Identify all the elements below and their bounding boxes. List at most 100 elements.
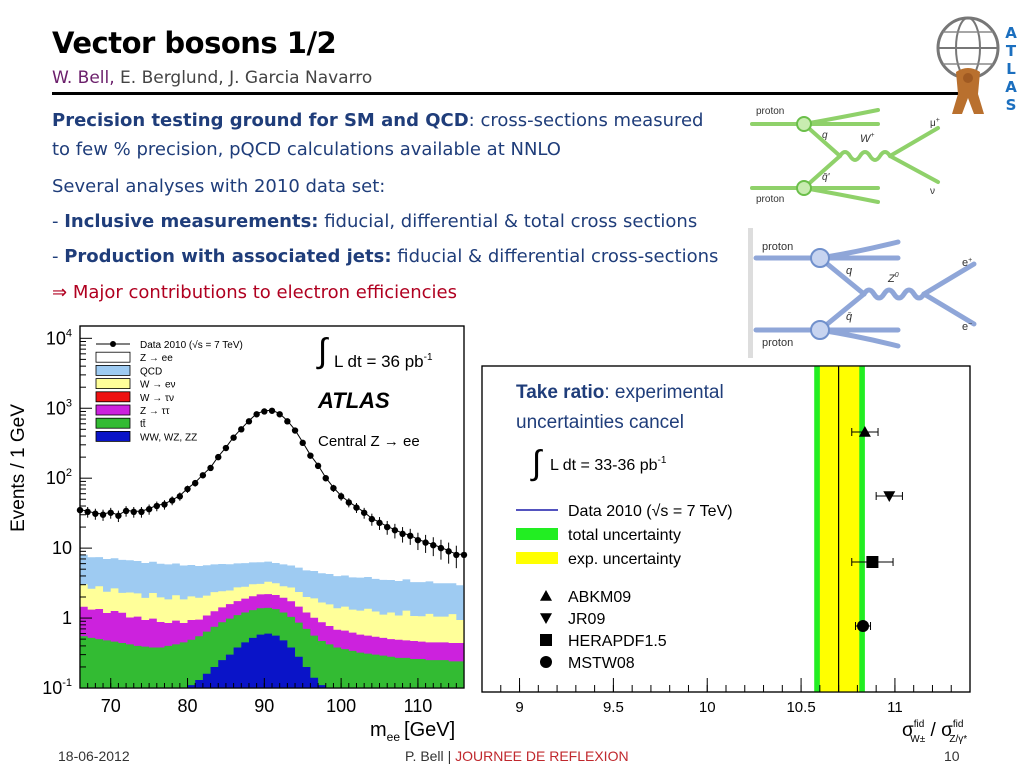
- triangle-up-icon: [858, 426, 871, 437]
- bullet-bold: Production with associated jets:: [64, 246, 392, 267]
- data-point: [153, 502, 160, 510]
- data-point: [253, 411, 260, 418]
- y-tick-exp: 4: [66, 327, 72, 339]
- data-point: [207, 464, 214, 472]
- legend-label: WW, WZ, ZZ: [140, 432, 197, 443]
- legend-label: exp. uncertainty: [568, 551, 681, 568]
- svg-text:μ+: μ+: [930, 117, 940, 129]
- diagram-label: Z: [887, 273, 896, 285]
- svg-text:e−: e−: [962, 321, 972, 333]
- y-axis-label: Events / 1 GeV: [8, 404, 29, 532]
- feynman-diagram-w: proton proton q q̄' W+ μ+ ν: [748, 98, 944, 210]
- data-point: [399, 530, 406, 538]
- diagram-label: W: [860, 133, 872, 145]
- diagram-label: e: [962, 257, 968, 269]
- data-point: [161, 501, 168, 508]
- logo-letter: L: [1006, 60, 1016, 78]
- circle-icon: [857, 620, 870, 632]
- data-point: [307, 452, 314, 459]
- legend-label: JR09: [568, 611, 605, 628]
- title-rule: [52, 92, 977, 95]
- circle-icon: [540, 656, 552, 668]
- y-tick-exp: 2: [66, 467, 72, 479]
- footer-author: P. Bell: [405, 748, 444, 764]
- data-point: [268, 407, 276, 414]
- svg-text:e+: e+: [962, 257, 972, 269]
- legend-label: QCD: [140, 366, 162, 377]
- x-axis-label-sup: fid: [953, 719, 964, 730]
- data-point: [168, 497, 176, 504]
- exp-uncertainty-band: [819, 366, 860, 692]
- bullet-dash: -: [52, 211, 65, 232]
- x-tick-label: 9: [515, 699, 523, 716]
- conclusion-text: Major contributions to electron efficien…: [72, 282, 457, 303]
- data-points: [76, 407, 468, 569]
- diagram-label: −: [968, 321, 972, 328]
- x-tick-label: 10.5: [786, 699, 815, 716]
- data-point: [414, 536, 422, 544]
- x-tick-label: 70: [101, 696, 121, 716]
- legend-label: Data 2010 (√s = 7 TeV): [140, 339, 243, 351]
- svg-text:W+: W+: [860, 132, 874, 145]
- legend-label: MSTW08: [568, 655, 635, 672]
- y-tick-base: 10: [52, 538, 72, 558]
- y-tick-label: 102: [46, 467, 72, 488]
- authors-line: W. Bell, E. Berglund, J. Garcia Navarro: [52, 68, 372, 88]
- ratio-chart: 9 9.5 10 10.5 11 Take ratio: experimental un…: [481, 365, 971, 745]
- y-tick-label: 103: [46, 397, 72, 418]
- x-axis-label-main: m: [370, 719, 387, 741]
- atlas-logo-letters: A T L A S: [1002, 24, 1020, 114]
- diagram-label: q: [846, 265, 853, 277]
- diagram-label: q̄: [846, 311, 853, 323]
- triangle-down-icon: [883, 491, 896, 502]
- data-point: [222, 444, 230, 452]
- integral-sign-icon: ∫: [316, 332, 329, 370]
- legend-label: ABKM09: [568, 589, 631, 606]
- bullet-rest: fiducial, differential & total cross sec…: [318, 211, 698, 232]
- stack-layer: [80, 633, 464, 688]
- y-tick-base: 10: [46, 328, 66, 348]
- data-point: [145, 506, 153, 513]
- diagram-label: proton: [756, 194, 784, 205]
- legend-swatch: [95, 378, 131, 389]
- svg-text:Z0: Z0: [887, 272, 899, 285]
- diagram-label: q̄': [822, 172, 831, 183]
- take-ratio-rest: : experimental: [604, 382, 723, 403]
- triangle-up-icon: [540, 590, 552, 601]
- legend-label: tt̄: [140, 418, 146, 430]
- square-icon: [866, 556, 879, 568]
- intro-bold: Precision testing ground for SM and QCD: [52, 110, 469, 131]
- diagram-label: proton: [762, 337, 793, 349]
- stacked-backgrounds: [79, 409, 464, 688]
- diagram-label: μ: [930, 118, 936, 129]
- data-point: [192, 479, 199, 487]
- legend-label: Z → ττ: [140, 406, 170, 417]
- feynman-diagram-z: proton proton q q̄ Z0 e+ e−: [748, 228, 980, 358]
- x-axis-label-unit: [GeV]: [404, 719, 455, 741]
- implies-arrow-icon: ⇒: [52, 282, 68, 303]
- data-point: [99, 511, 107, 518]
- data-point: [445, 548, 452, 555]
- bullet-rest: fiducial & differential cross-sections: [391, 246, 719, 267]
- legend-swatch: [95, 351, 131, 363]
- x-tick-label: 11: [887, 699, 903, 716]
- data-point: [437, 544, 445, 552]
- x-tick-label: 10: [699, 699, 716, 716]
- x-tick-label: 80: [178, 696, 198, 716]
- footer-page-number: 10: [944, 748, 960, 764]
- legend-label: Data 2010 (√s = 7 TeV): [568, 503, 733, 520]
- plot-frame: [481, 365, 971, 693]
- diagram-label: +: [968, 257, 972, 264]
- footer-date: 18-06-2012: [58, 748, 130, 764]
- data-point: [345, 499, 352, 506]
- legend-swatch: [95, 391, 131, 403]
- x-tick-label: 110: [404, 696, 433, 716]
- legend-swatch: [95, 417, 131, 429]
- x-axis-label-sub: W±: [910, 734, 925, 745]
- diagram-label: +: [936, 117, 940, 124]
- data-point: [230, 434, 237, 441]
- conclusion-line: ⇒ Major contributions to electron effici…: [52, 282, 457, 303]
- data-point: [360, 509, 368, 516]
- logo-letter: S: [1005, 96, 1017, 114]
